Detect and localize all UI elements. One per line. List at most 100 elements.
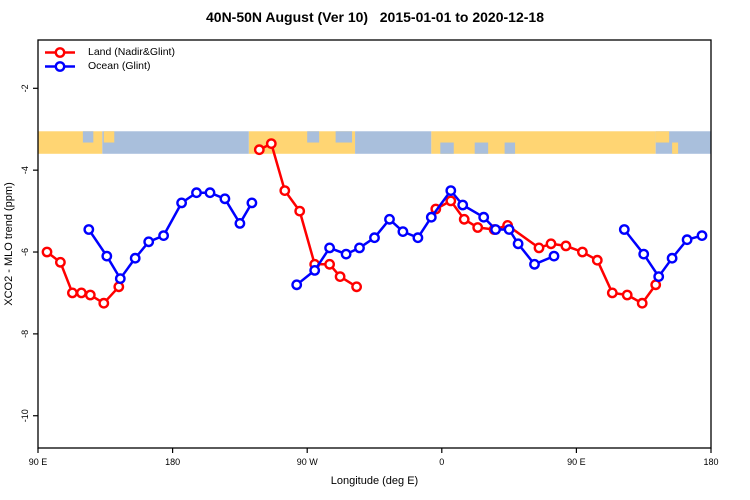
ocean-series-point xyxy=(478,211,490,223)
ocean-series-point xyxy=(158,230,170,242)
map-band-land-patch xyxy=(655,131,670,143)
ocean-series-point xyxy=(425,211,437,223)
ocean-series-point xyxy=(83,224,95,235)
ocean-series-point xyxy=(191,187,202,199)
ocean-series-point xyxy=(548,250,560,262)
ocean-series-point xyxy=(143,236,155,248)
ocean-series-point xyxy=(309,264,321,276)
chart-title: 40N-50N August (Ver 10) 2015-01-01 to 20… xyxy=(206,9,544,25)
map-band-ocean-patch xyxy=(440,142,454,154)
y-tick-label: -6 xyxy=(20,248,30,256)
land-series-line xyxy=(258,141,358,288)
ocean-series-line xyxy=(87,191,253,281)
ocean-series-point xyxy=(618,224,630,235)
ocean-series-point xyxy=(101,250,113,262)
land-series-line xyxy=(435,199,657,305)
ocean-series-point xyxy=(176,197,188,209)
land-series-point xyxy=(334,271,346,282)
land-series-point xyxy=(577,246,588,258)
plot-border xyxy=(37,39,712,449)
chart-legend: Land (Nadir&Glint) Ocean (Glint) xyxy=(44,45,175,73)
ocean-series-point xyxy=(246,197,258,209)
y-tick-label: -8 xyxy=(20,330,30,338)
ocean-series-point xyxy=(219,193,231,205)
ocean-series-point xyxy=(529,258,540,270)
map-band-ocean-patch xyxy=(504,142,516,154)
ocean-series-point xyxy=(681,234,693,246)
land-series-point xyxy=(41,246,53,258)
land-series-point xyxy=(294,205,306,217)
legend-label-land: Land (Nadir&Glint) xyxy=(88,46,175,58)
ocean-series-point xyxy=(369,232,380,244)
ocean-series-point xyxy=(354,242,365,254)
ocean-series-point xyxy=(457,199,469,211)
land-series-point xyxy=(265,138,277,150)
land-series-point xyxy=(458,213,470,225)
x-tick-label: 180 xyxy=(703,457,718,467)
map-band-ocean-patch xyxy=(474,142,489,154)
land-series-point xyxy=(560,240,572,252)
land-series-point xyxy=(253,144,265,156)
x-tick-label: 0 xyxy=(439,457,444,467)
legend-item-land: Land (Nadir&Glint) xyxy=(44,45,175,59)
ocean-series-point xyxy=(204,187,216,199)
map-band-land-segment xyxy=(431,131,656,154)
land-series-swatch-icon xyxy=(45,46,75,58)
land-series-point xyxy=(445,195,457,207)
land-series-point xyxy=(591,254,603,266)
ocean-series-point xyxy=(324,242,335,254)
land-series-point xyxy=(98,297,110,309)
y-tick-label: -10 xyxy=(20,409,30,422)
ocean-series-point xyxy=(653,271,665,282)
ocean-series-point xyxy=(234,217,246,229)
ocean-series-point xyxy=(397,226,409,238)
ocean-series-point xyxy=(490,224,501,235)
ocean-series-point xyxy=(696,230,708,242)
land-series-point xyxy=(636,297,648,309)
ocean-series-point xyxy=(512,238,524,250)
y-tick-label: -2 xyxy=(20,84,30,92)
x-tick-label: 90 W xyxy=(297,457,319,467)
map-band-ocean-patch xyxy=(82,131,94,143)
ocean-series-point xyxy=(291,279,303,291)
x-tick-label: 90 E xyxy=(29,457,48,467)
ocean-series-point xyxy=(503,224,515,235)
x-axis-title: Longitude (deg E) xyxy=(331,475,418,487)
land-series-point xyxy=(84,289,96,301)
land-series-point xyxy=(113,281,125,293)
map-band-ocean-patch xyxy=(307,131,320,143)
x-tick-label: 90 E xyxy=(567,457,586,467)
ocean-series-point xyxy=(340,248,352,260)
land-series-point xyxy=(279,185,291,197)
land-series-point xyxy=(76,287,87,299)
map-band-land-patch xyxy=(672,142,679,154)
ocean-series-point xyxy=(412,232,424,244)
ocean-series-point xyxy=(666,252,678,264)
ocean-series-point xyxy=(638,248,650,260)
ocean-series-point xyxy=(384,213,395,225)
map-band-ocean-segment xyxy=(355,131,432,154)
y-tick-label: -4 xyxy=(20,166,30,174)
map-band-land-segment xyxy=(248,131,356,154)
land-series-point xyxy=(351,281,362,293)
land-series-point xyxy=(324,258,335,270)
map-band-ocean-segment xyxy=(655,131,711,154)
ocean-series-point xyxy=(114,273,126,284)
land-series-point xyxy=(55,256,66,268)
land-series-point xyxy=(621,289,633,301)
land-series-point xyxy=(67,287,78,299)
ocean-series-swatch-icon xyxy=(45,60,75,72)
x-tick-label: 180 xyxy=(165,457,180,467)
ocean-series-point xyxy=(129,252,141,264)
map-band-land-patch xyxy=(103,131,115,143)
land-series-point xyxy=(472,222,484,233)
legend-label-ocean: Ocean (Glint) xyxy=(88,60,151,72)
legend-item-ocean: Ocean (Glint) xyxy=(44,59,175,73)
y-axis-title: XCO2 - MLO trend (ppm) xyxy=(3,182,15,305)
ocean-series-point xyxy=(445,185,457,197)
land-series-point xyxy=(545,238,557,250)
map-band-ocean-patch xyxy=(335,131,353,143)
land-series-point xyxy=(533,242,545,254)
map-band-ocean-segment xyxy=(102,131,249,154)
